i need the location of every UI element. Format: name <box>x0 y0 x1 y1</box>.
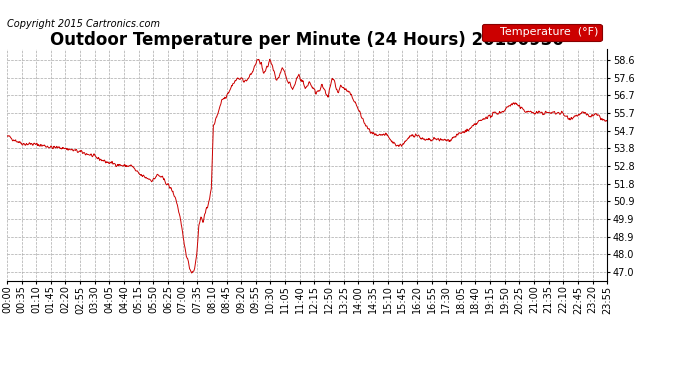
Title: Outdoor Temperature per Minute (24 Hours) 20150930: Outdoor Temperature per Minute (24 Hours… <box>50 31 564 49</box>
Text: Copyright 2015 Cartronics.com: Copyright 2015 Cartronics.com <box>7 18 160 28</box>
Legend: Temperature  (°F): Temperature (°F) <box>482 24 602 41</box>
